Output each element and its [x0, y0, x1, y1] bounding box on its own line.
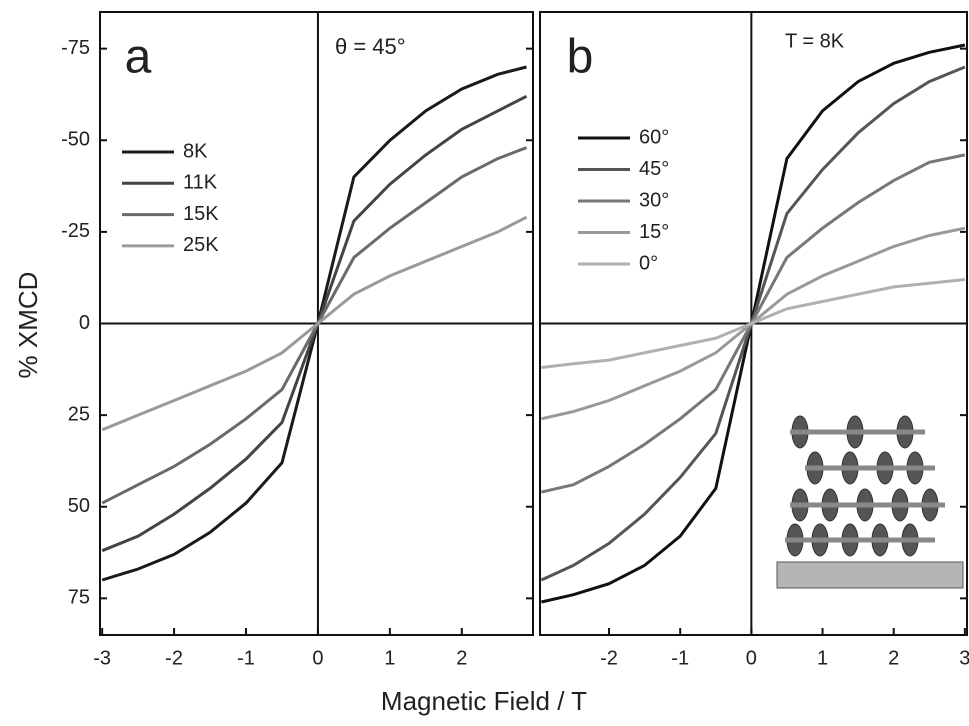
x-tick-label: -2 [165, 647, 183, 669]
panel-label: a [125, 31, 152, 84]
data-line [101, 215, 528, 432]
y-tick-label: 75 [68, 587, 90, 609]
x-tick-label: 0 [312, 647, 323, 669]
legend-label: 30° [639, 189, 669, 211]
legend-label: 11K [183, 172, 218, 194]
x-tick-label: 2 [888, 647, 899, 669]
legend-label: 0° [639, 252, 658, 274]
substrate [776, 561, 964, 589]
panel-label: b [567, 31, 594, 84]
y-tick-label: -25 [61, 220, 90, 242]
y-tick-label: -75 [61, 37, 90, 59]
x-tick-label: 0 [746, 647, 757, 669]
x-tick-label: 3 [959, 647, 969, 669]
x-tick-label: 1 [384, 647, 395, 669]
x-tick-label: 2 [456, 647, 467, 669]
x-tick-label: -1 [671, 647, 689, 669]
molecules [786, 415, 939, 557]
y-tick-label: -50 [61, 129, 90, 151]
inset-illustration [776, 415, 964, 589]
annotation: T = 8K [785, 30, 845, 52]
data-line [541, 278, 966, 369]
legend-label: 15° [639, 221, 669, 243]
legend-label: 25K [183, 234, 219, 256]
legend-label: 15K [183, 203, 219, 225]
x-tick-label: -3 [93, 647, 111, 669]
x-tick-label: 1 [817, 647, 828, 669]
legend-label: 60° [639, 126, 669, 148]
legend-label: 8K [183, 140, 208, 162]
x-tick-label: -2 [600, 647, 618, 669]
legend-label: 45° [639, 158, 669, 180]
x-axis-label: Magnetic Field / T [381, 686, 587, 716]
y-tick-label: 25 [68, 403, 90, 425]
y-axis-label: % XMCD [13, 272, 43, 379]
x-tick-label: -1 [237, 647, 255, 669]
y-tick-label: 0 [79, 312, 90, 334]
y-tick-label: 50 [68, 495, 90, 517]
annotation: θ = 45° [335, 34, 406, 59]
arrows [785, 429, 945, 543]
